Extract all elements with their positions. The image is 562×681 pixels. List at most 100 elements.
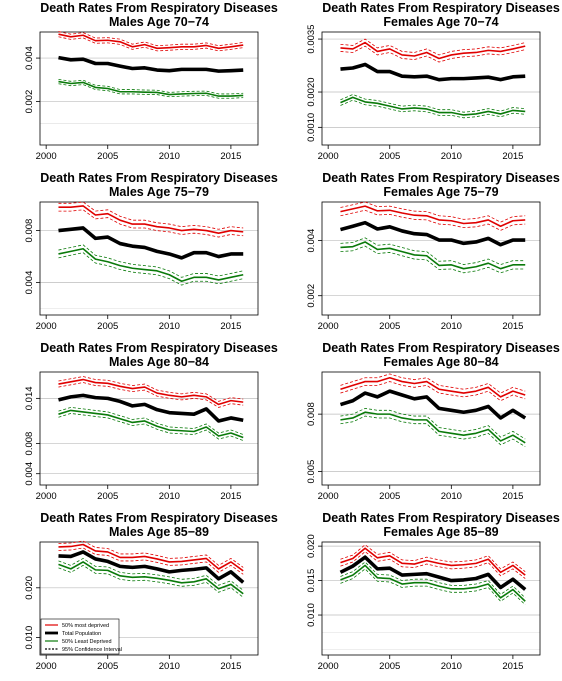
series-line-1 bbox=[340, 62, 526, 82]
x-tick-label: 2000 bbox=[318, 491, 339, 502]
ci-upper-line bbox=[58, 406, 244, 435]
chart-subtitle: Females Age 85−89 bbox=[383, 525, 498, 539]
ci-upper-line bbox=[340, 407, 526, 440]
ci-lower-line bbox=[340, 415, 526, 448]
chart-panel-7: Death Rates From Respiratory DiseasesFem… bbox=[306, 511, 560, 672]
x-tick-label: 2010 bbox=[159, 321, 180, 332]
chart-panel-4: Death Rates From Respiratory DiseasesMal… bbox=[24, 341, 278, 502]
x-tick-label: 2015 bbox=[502, 661, 523, 672]
chart-title: Death Rates From Respiratory Diseases bbox=[322, 511, 560, 525]
y-tick-label: 0.020 bbox=[306, 534, 317, 558]
ci-upper-line bbox=[340, 201, 526, 223]
y-tick-label: 0.004 bbox=[24, 271, 35, 295]
ci-upper-line bbox=[58, 244, 244, 278]
chart-subtitle: Females Age 80−84 bbox=[383, 355, 498, 369]
chart-title: Death Rates From Respiratory Diseases bbox=[40, 1, 278, 15]
x-tick-label: 2000 bbox=[318, 321, 339, 332]
ci-upper-line bbox=[340, 373, 526, 394]
legend-label: 95% Confidence Interval bbox=[62, 647, 122, 653]
ci-lower-line bbox=[58, 252, 244, 286]
plot-frame bbox=[321, 31, 541, 146]
x-tick-label: 2015 bbox=[220, 491, 241, 502]
x-tick-label: 2010 bbox=[159, 491, 180, 502]
ci-lower-line bbox=[340, 381, 526, 402]
x-tick-label: 2005 bbox=[379, 321, 400, 332]
ci-lower-line bbox=[58, 83, 244, 99]
series-line-1 bbox=[58, 393, 244, 423]
series-line-1 bbox=[339, 555, 527, 591]
ci-upper-line bbox=[340, 561, 526, 599]
x-tick-label: 2010 bbox=[441, 321, 462, 332]
x-tick-label: 2005 bbox=[97, 151, 118, 162]
x-tick-label: 2015 bbox=[220, 321, 241, 332]
chart-title: Death Rates From Respiratory Diseases bbox=[322, 171, 560, 185]
y-tick-label: 0.015 bbox=[306, 569, 317, 593]
chart-subtitle: Females Age 70−74 bbox=[383, 15, 498, 29]
y-tick-label: 0.002 bbox=[24, 90, 35, 114]
chart-subtitle: Males Age 80−84 bbox=[109, 355, 209, 369]
series-line-0 bbox=[58, 205, 244, 234]
y-tick-label: 0.010 bbox=[24, 626, 35, 650]
chart-subtitle: Males Age 85−89 bbox=[109, 525, 209, 539]
ci-upper-line bbox=[340, 237, 526, 265]
series-line-2 bbox=[340, 96, 526, 116]
y-tick-label: 0.0010 bbox=[306, 113, 317, 142]
ci-lower-line bbox=[340, 99, 526, 119]
ci-upper-line bbox=[58, 201, 244, 230]
ci-lower-line bbox=[340, 551, 526, 579]
series-line-2 bbox=[340, 241, 526, 270]
ci-upper-line bbox=[58, 540, 244, 568]
ci-upper-line bbox=[340, 544, 526, 572]
x-tick-label: 2005 bbox=[379, 491, 400, 502]
series-line-1 bbox=[58, 550, 245, 584]
y-tick-label: 0.008 bbox=[24, 432, 35, 456]
series-line-0 bbox=[58, 33, 244, 50]
x-tick-label: 2010 bbox=[159, 151, 180, 162]
series-line-2 bbox=[340, 411, 526, 444]
x-tick-label: 2005 bbox=[97, 661, 118, 672]
chart-subtitle: Females Age 75−79 bbox=[383, 185, 498, 199]
series-line-2 bbox=[58, 80, 244, 97]
plot-frame bbox=[39, 541, 259, 656]
ci-lower-line bbox=[58, 382, 244, 408]
ci-upper-line bbox=[58, 376, 244, 402]
y-tick-label: 0.004 bbox=[306, 229, 317, 253]
x-tick-label: 2015 bbox=[502, 491, 523, 502]
y-tick-label: 0.0035 bbox=[306, 25, 317, 54]
x-tick-label: 2005 bbox=[97, 491, 118, 502]
ci-upper-line bbox=[340, 94, 526, 113]
ci-lower-line bbox=[340, 245, 526, 274]
legend: 50% most deprived Total Population 50% Lea… bbox=[40, 618, 122, 655]
x-tick-label: 2015 bbox=[502, 321, 523, 332]
series-line-0 bbox=[58, 378, 244, 406]
y-tick-label: 0.004 bbox=[24, 46, 35, 70]
x-tick-label: 2000 bbox=[36, 661, 57, 672]
x-tick-label: 2010 bbox=[441, 491, 462, 502]
ci-lower-line bbox=[58, 209, 244, 238]
plot-frame bbox=[39, 371, 259, 486]
chart-title: Death Rates From Respiratory Diseases bbox=[40, 341, 278, 355]
plot-frame bbox=[321, 541, 541, 656]
plot-frame bbox=[321, 201, 541, 316]
x-tick-label: 2015 bbox=[220, 661, 241, 672]
ci-lower-line bbox=[58, 413, 244, 441]
x-tick-label: 2000 bbox=[318, 661, 339, 672]
ci-lower-line bbox=[58, 547, 244, 575]
plot-frame bbox=[39, 201, 259, 316]
y-tick-label: 0.020 bbox=[24, 576, 35, 600]
series-line-2 bbox=[58, 409, 244, 439]
x-tick-label: 2010 bbox=[441, 661, 462, 672]
chart-subtitle: Males Age 70−74 bbox=[109, 15, 209, 29]
y-tick-label: 0.0020 bbox=[306, 78, 317, 107]
y-tick-label: 0.010 bbox=[306, 603, 317, 627]
chart-panel-0: Death Rates From Respiratory DiseasesMal… bbox=[24, 1, 278, 162]
x-tick-label: 2015 bbox=[220, 151, 241, 162]
ci-upper-line bbox=[340, 38, 526, 56]
x-tick-label: 2000 bbox=[318, 151, 339, 162]
series-line-2 bbox=[58, 561, 244, 595]
legend-label: 50% Least Deprived bbox=[62, 639, 112, 645]
series-line-0 bbox=[340, 41, 526, 60]
y-tick-label: 0.008 bbox=[24, 219, 35, 243]
chart-panel-3: Death Rates From Respiratory DiseasesFem… bbox=[306, 171, 560, 332]
x-tick-label: 2005 bbox=[97, 321, 118, 332]
